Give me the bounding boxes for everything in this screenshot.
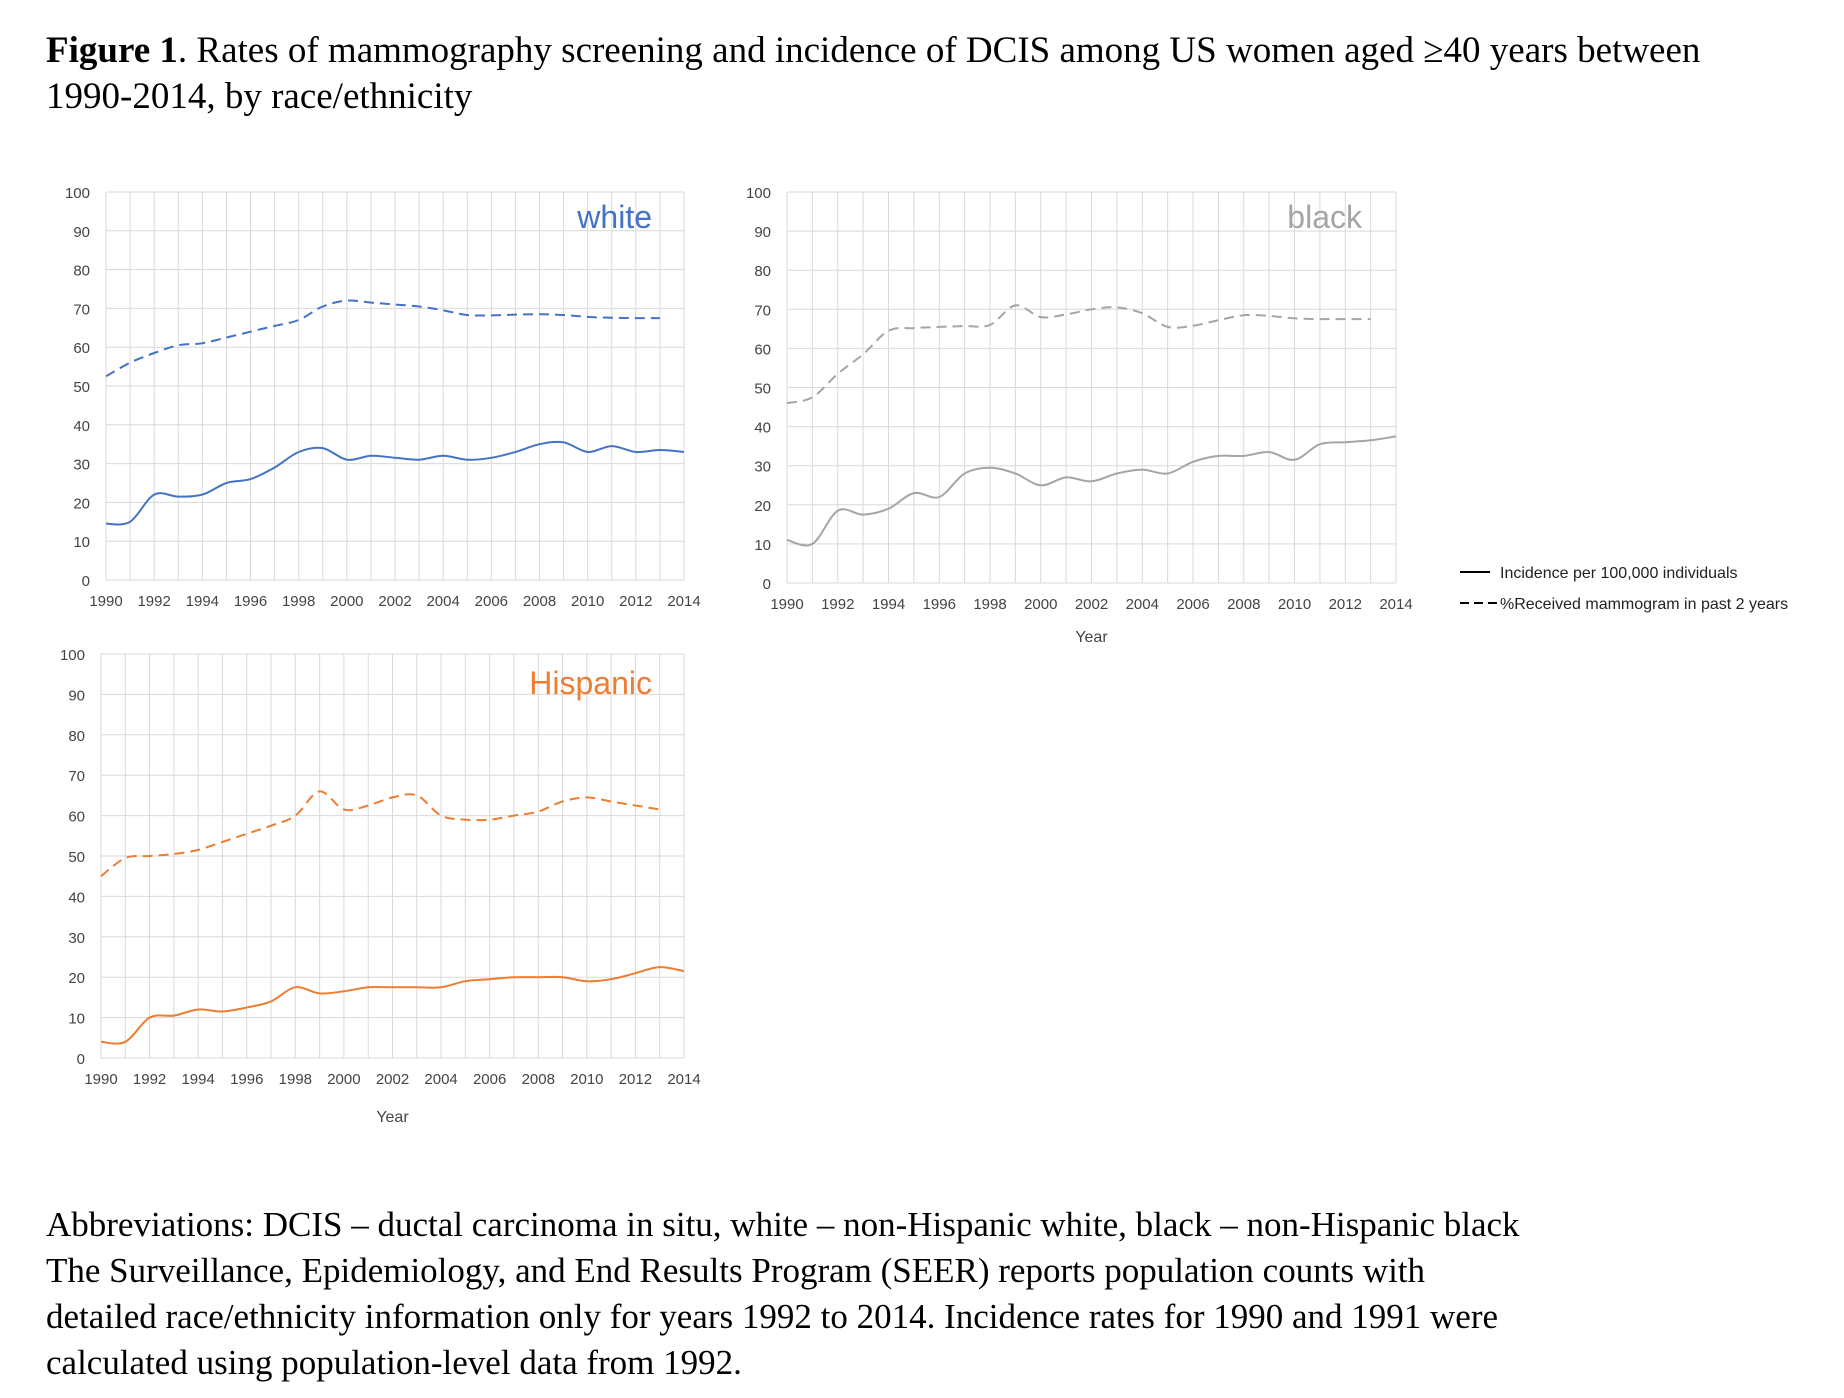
x-tick-label: 1996 bbox=[230, 1071, 263, 1088]
y-tick-label: 40 bbox=[73, 418, 90, 435]
y-tick-label: 80 bbox=[73, 263, 90, 280]
x-tick-label: 2006 bbox=[473, 1071, 506, 1088]
x-tick-label: 2004 bbox=[1126, 596, 1159, 613]
x-tick-label: 2012 bbox=[619, 593, 652, 610]
y-tick-label: 70 bbox=[68, 768, 85, 785]
y-tick-label: 0 bbox=[77, 1051, 85, 1068]
y-tick-label: 50 bbox=[68, 849, 85, 866]
x-tick-label: 2014 bbox=[667, 593, 700, 610]
x-tick-label: 2008 bbox=[522, 1071, 555, 1088]
x-tick-label: 2004 bbox=[424, 1071, 457, 1088]
x-tick-label: 1996 bbox=[923, 596, 956, 613]
y-tick-label: 20 bbox=[754, 498, 771, 515]
y-tick-label: 0 bbox=[82, 573, 90, 590]
x-tick-label: 2004 bbox=[426, 593, 459, 610]
x-tick-label: 1998 bbox=[279, 1071, 312, 1088]
footnote-line: Abbreviations: DCIS – ductal carcinoma i… bbox=[46, 1205, 1520, 1244]
figure-label: Figure 1 bbox=[46, 30, 178, 71]
x-tick-label: 2014 bbox=[667, 1071, 700, 1088]
y-tick-label: 70 bbox=[754, 302, 771, 319]
y-tick-label: 30 bbox=[73, 457, 90, 474]
x-tick-label: 2002 bbox=[378, 593, 411, 610]
y-tick-label: 50 bbox=[73, 379, 90, 396]
chart-black: 0 10 20 30 40 50 60 70 80 90 100 1990 1992 1994 1996 19… bbox=[746, 185, 1413, 646]
x-tick-label: 1994 bbox=[181, 1071, 214, 1088]
figure-caption-text: . Rates of mammography screening and inc… bbox=[46, 30, 1701, 117]
x-tick-label: 2010 bbox=[571, 593, 604, 610]
y-tick-label: 90 bbox=[68, 687, 85, 704]
x-tick-label: 1990 bbox=[89, 593, 122, 610]
y-tick-label: 90 bbox=[754, 224, 771, 241]
y-tick-label: 30 bbox=[754, 459, 771, 476]
y-tick-label: 100 bbox=[60, 647, 85, 664]
y-tick-label: 70 bbox=[73, 301, 90, 318]
y-tick-label: 0 bbox=[763, 576, 771, 593]
x-tick-label: 2000 bbox=[330, 593, 363, 610]
series-line-incidence bbox=[100, 966, 685, 1045]
legend-incidence-label: Incidence per 100,000 individuals bbox=[1500, 565, 1738, 582]
x-tick-label: 1990 bbox=[84, 1071, 117, 1088]
footnotes: Abbreviations: DCIS – ductal carcinoma i… bbox=[46, 1202, 1806, 1386]
chart-title: white bbox=[576, 199, 652, 235]
legend: Incidence per 100,000 individuals %Recei… bbox=[1460, 565, 1788, 613]
x-tick-label: 2010 bbox=[570, 1071, 603, 1088]
chart-title: Hispanic bbox=[529, 665, 652, 701]
x-tick-label: 2002 bbox=[376, 1071, 409, 1088]
x-tick-label: 2002 bbox=[1075, 596, 1108, 613]
x-tick-label: 2008 bbox=[523, 593, 556, 610]
y-tick-label: 80 bbox=[754, 263, 771, 280]
x-tick-label: 2000 bbox=[327, 1071, 360, 1088]
chart-hispanic: 0 10 20 30 40 50 60 70 80 90 100 1990 1992 1994 1996 19… bbox=[60, 647, 701, 1126]
x-tick-label: 1992 bbox=[137, 593, 170, 610]
footnote-line: calculated using population-level data f… bbox=[46, 1343, 742, 1382]
x-tick-label: 1998 bbox=[282, 593, 315, 610]
y-tick-label: 10 bbox=[754, 537, 771, 554]
x-tick-label: 1994 bbox=[872, 596, 905, 613]
y-tick-label: 100 bbox=[65, 185, 90, 202]
legend-mammogram-label: %Received mammogram in past 2 years bbox=[1500, 596, 1788, 613]
x-tick-label: 2000 bbox=[1024, 596, 1057, 613]
x-axis-label: Year bbox=[376, 1109, 409, 1126]
footnote-line: The Surveillance, Epidemiology, and End … bbox=[46, 1251, 1426, 1290]
y-tick-label: 20 bbox=[73, 495, 90, 512]
x-tick-label: 1992 bbox=[133, 1071, 166, 1088]
x-tick-label: 1990 bbox=[770, 596, 803, 613]
series-line-incidence bbox=[786, 435, 1397, 547]
y-tick-label: 10 bbox=[68, 1011, 85, 1028]
x-tick-label: 1998 bbox=[973, 596, 1006, 613]
y-tick-label: 20 bbox=[68, 970, 85, 987]
y-tick-label: 10 bbox=[73, 534, 90, 551]
y-tick-label: 60 bbox=[73, 340, 90, 357]
y-tick-label: 90 bbox=[73, 224, 90, 241]
chart-white: 0 10 20 30 40 50 60 70 80 90 100 1990 1992 1994 1996 19… bbox=[65, 185, 701, 610]
figure-caption: Figure 1. Rates of mammography screening… bbox=[46, 28, 1766, 120]
y-tick-label: 60 bbox=[68, 809, 85, 826]
series-line-mammogram bbox=[105, 299, 660, 378]
x-tick-label: 1992 bbox=[821, 596, 854, 613]
x-tick-label: 2012 bbox=[1329, 596, 1362, 613]
y-tick-label: 100 bbox=[746, 185, 771, 202]
x-tick-label: 2012 bbox=[619, 1071, 652, 1088]
series-line-mammogram bbox=[100, 790, 660, 877]
chart-title: black bbox=[1287, 199, 1363, 235]
x-tick-label: 2014 bbox=[1379, 596, 1412, 613]
series-line-mammogram bbox=[786, 304, 1371, 405]
y-tick-label: 80 bbox=[68, 728, 85, 745]
x-tick-label: 2006 bbox=[1176, 596, 1209, 613]
x-tick-label: 1996 bbox=[234, 593, 267, 610]
footnote-line: detailed race/ethnicity information only… bbox=[46, 1297, 1499, 1336]
y-tick-label: 40 bbox=[68, 889, 85, 906]
y-tick-label: 60 bbox=[754, 341, 771, 358]
x-tick-label: 2008 bbox=[1227, 596, 1260, 613]
series-line-incidence bbox=[105, 440, 685, 526]
x-tick-label: 2010 bbox=[1278, 596, 1311, 613]
y-tick-label: 40 bbox=[754, 420, 771, 437]
x-axis-label: Year bbox=[1075, 629, 1108, 646]
y-tick-label: 30 bbox=[68, 930, 85, 947]
y-tick-label: 50 bbox=[754, 381, 771, 398]
x-tick-label: 2006 bbox=[475, 593, 508, 610]
x-tick-label: 1994 bbox=[186, 593, 219, 610]
